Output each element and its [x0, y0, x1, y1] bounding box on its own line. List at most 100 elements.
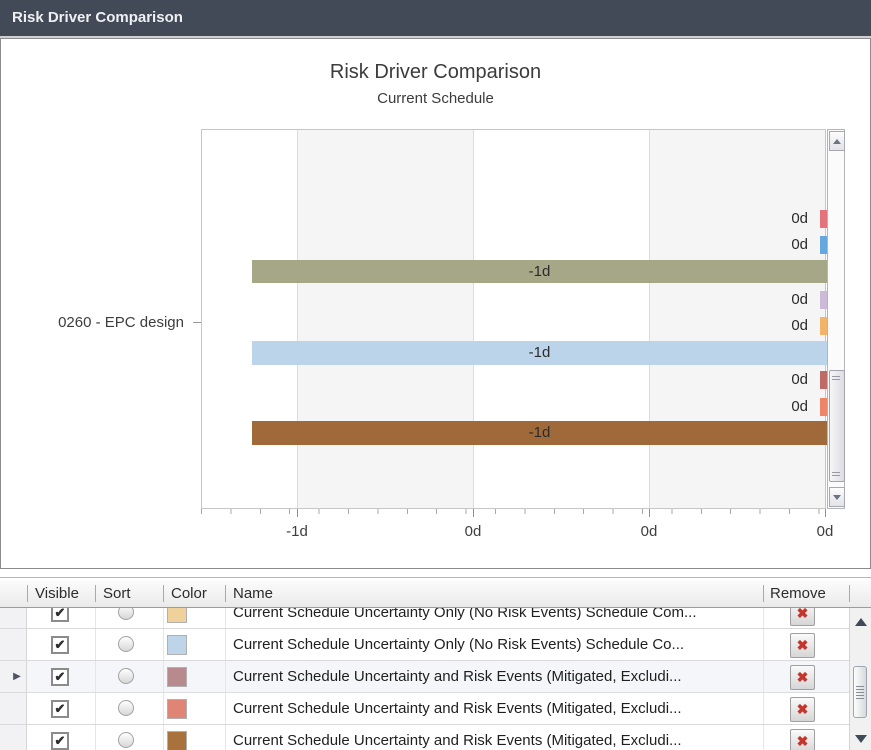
- chevron-down-icon: [833, 494, 841, 500]
- series-name: Current Schedule Uncertainty Only (No Ri…: [233, 636, 685, 653]
- series-name: Current Schedule Uncertainty Only (No Ri…: [233, 608, 697, 621]
- chevron-down-icon: [854, 735, 867, 743]
- color-swatch[interactable]: [167, 667, 187, 687]
- column-line: [95, 608, 96, 750]
- sort-radio[interactable]: [118, 732, 134, 748]
- gridline: [649, 130, 650, 508]
- remove-x-icon: ✖: [796, 701, 809, 717]
- x-axis-major-tick: [297, 509, 298, 517]
- window-title: Risk Driver Comparison: [12, 9, 183, 26]
- y-axis-tick: [193, 322, 201, 323]
- remove-button[interactable]: ✖: [790, 697, 815, 722]
- table-row[interactable]: ✔ Current Schedule Uncertainty and Risk …: [0, 725, 849, 750]
- scrollbar-thumb[interactable]: [853, 666, 867, 718]
- bar-value-label: 0d: [791, 236, 808, 253]
- bar-0d-6: [820, 398, 827, 416]
- row-indicator-gutter: [0, 608, 27, 750]
- plot-area: 0d 0d -1d 0d 0d -1d 0d 0d -1d: [201, 129, 827, 509]
- scroll-up-button[interactable]: [829, 131, 845, 151]
- column-line: [225, 608, 226, 750]
- bar-value-label: 0d: [791, 398, 808, 415]
- remove-button[interactable]: ✖: [790, 665, 815, 690]
- x-axis-major-tick: [473, 509, 474, 517]
- chart-subtitle: Current Schedule: [377, 90, 494, 107]
- column-line: [763, 608, 764, 750]
- remove-button[interactable]: ✖: [790, 608, 815, 626]
- series-name: Current Schedule Uncertainty and Risk Ev…: [233, 732, 682, 749]
- column-header-visible[interactable]: Visible: [35, 585, 79, 602]
- remove-button[interactable]: ✖: [790, 729, 815, 750]
- visible-checkbox[interactable]: ✔: [51, 636, 69, 654]
- gridline: [473, 130, 474, 508]
- bar-value-label: 0d: [791, 317, 808, 334]
- x-axis-tick-label: 0d: [816, 523, 834, 540]
- window-titlebar: Risk Driver Comparison: [0, 0, 871, 38]
- chart-title: Risk Driver Comparison: [329, 61, 542, 83]
- bar-value-label: 0d: [791, 210, 808, 227]
- x-axis-tick-label: 0d: [640, 523, 658, 540]
- visible-checkbox[interactable]: ✔: [51, 608, 69, 622]
- table-header: Visible Sort Color Name Remove: [0, 580, 871, 608]
- y-axis-category-label: 0260 - EPC design: [58, 314, 184, 331]
- column-separator: [225, 585, 226, 602]
- series-name: Current Schedule Uncertainty and Risk Ev…: [233, 668, 682, 685]
- color-swatch[interactable]: [167, 731, 187, 750]
- bar-0d-2: [820, 236, 827, 254]
- visible-checkbox[interactable]: ✔: [51, 700, 69, 718]
- bar-minus1d-3: -1d: [252, 421, 827, 445]
- thumb-grip: [832, 472, 840, 476]
- visible-checkbox[interactable]: ✔: [51, 668, 69, 686]
- chart-panel: Risk Driver Comparison Current Schedule …: [0, 38, 871, 569]
- table-row-focused[interactable]: ▶ ✔ Current Schedule Uncertainty and Ris…: [0, 661, 849, 693]
- sort-radio[interactable]: [118, 668, 134, 684]
- bar-value-label: 0d: [791, 371, 808, 388]
- remove-x-icon: ✖: [796, 608, 809, 621]
- scroll-up-button[interactable]: [850, 618, 871, 626]
- bar-0d-3: [820, 291, 827, 309]
- column-header-remove[interactable]: Remove: [770, 585, 826, 602]
- sort-radio[interactable]: [118, 700, 134, 716]
- gridline: [297, 130, 298, 508]
- color-swatch[interactable]: [167, 699, 187, 719]
- scroll-down-button[interactable]: [850, 735, 871, 743]
- chevron-up-icon: [854, 618, 867, 626]
- x-axis-minor-ticks: [201, 509, 827, 514]
- column-header-name[interactable]: Name: [233, 585, 274, 602]
- x-axis-major-tick: [825, 509, 826, 517]
- remove-button[interactable]: ✖: [790, 633, 815, 658]
- thumb-grip: [832, 376, 840, 380]
- bar-value-label: 0d: [791, 291, 808, 308]
- sort-radio[interactable]: [118, 608, 134, 620]
- table-body: ✔ Current Schedule Uncertainty Only (No …: [0, 608, 849, 750]
- remove-x-icon: ✖: [796, 733, 809, 749]
- column-separator: [95, 585, 96, 602]
- column-header-sort[interactable]: Sort: [103, 585, 131, 602]
- visible-checkbox[interactable]: ✔: [51, 732, 69, 750]
- x-axis-tick-label: -1d: [286, 523, 308, 540]
- scrollbar-thumb[interactable]: [829, 370, 845, 482]
- table-row[interactable]: ✔ Current Schedule Uncertainty Only (No …: [0, 629, 849, 661]
- table-scrollbar[interactable]: [849, 608, 871, 750]
- scroll-down-button[interactable]: [829, 487, 845, 507]
- table-row[interactable]: ✔ Current Schedule Uncertainty Only (No …: [0, 608, 849, 629]
- series-name: Current Schedule Uncertainty and Risk Ev…: [233, 700, 682, 717]
- bar-0d-5: [820, 371, 827, 389]
- bar-minus1d-1: -1d: [252, 260, 827, 283]
- remove-x-icon: ✖: [796, 637, 809, 653]
- column-separator: [163, 585, 164, 602]
- bar-minus1d-2: -1d: [252, 341, 827, 365]
- table-row[interactable]: ✔ Current Schedule Uncertainty and Risk …: [0, 693, 849, 725]
- color-swatch[interactable]: [167, 608, 187, 623]
- column-header-color[interactable]: Color: [171, 585, 207, 602]
- column-line: [163, 608, 164, 750]
- sort-radio[interactable]: [118, 636, 134, 652]
- chart-scrollbar[interactable]: [827, 129, 845, 509]
- color-swatch[interactable]: [167, 635, 187, 655]
- series-table: Visible Sort Color Name Remove ✔: [0, 577, 871, 750]
- column-separator: [763, 585, 764, 602]
- chevron-up-icon: [833, 138, 841, 144]
- bar-0d-4: [820, 317, 827, 335]
- row-indicator-icon: ▶: [13, 671, 21, 682]
- column-separator: [849, 585, 850, 602]
